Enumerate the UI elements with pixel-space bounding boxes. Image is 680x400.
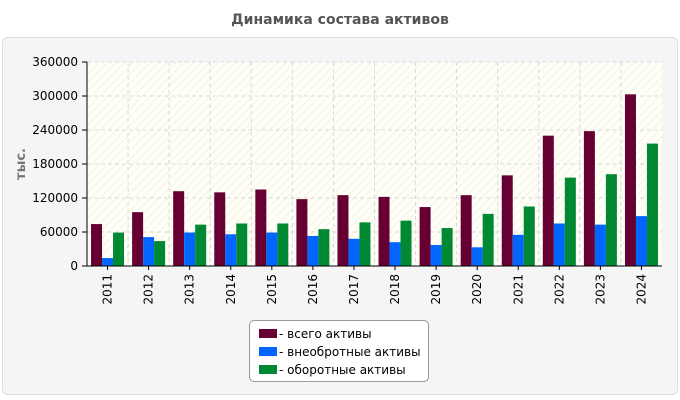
bar-2016-noncurrent: [307, 235, 319, 266]
x-tick-label: 2015: [265, 274, 279, 305]
bar-2023-noncurrent: [594, 224, 606, 266]
bar-2018-current: [400, 220, 412, 266]
y-tick-label: 360000: [32, 55, 78, 69]
bar-2011-total: [91, 224, 103, 266]
bar-2012-noncurrent: [143, 237, 155, 266]
bar-2020-noncurrent: [471, 247, 483, 266]
bar-2021-current: [523, 206, 535, 266]
bar-2015-noncurrent: [266, 232, 278, 266]
y-tick-label: 120000: [32, 191, 78, 205]
bar-2015-current: [277, 223, 289, 266]
legend-label-noncurrent: внеобротные активы: [287, 345, 421, 359]
bar-2011-current: [113, 232, 125, 266]
x-tick-label: 2021: [511, 274, 525, 305]
x-tick-label: 2019: [429, 274, 443, 305]
legend-swatch-total: [259, 329, 277, 338]
legend-label-current: оборотные активы: [287, 363, 406, 377]
bar-2023-current: [605, 174, 617, 266]
bar-2021-total: [501, 175, 513, 266]
legend-item-total[interactable]: - всего активы: [250, 325, 428, 343]
bars: [91, 94, 658, 266]
bar-2014-total: [214, 192, 226, 266]
bar-2017-current: [359, 222, 371, 266]
x-tick-label: 2024: [634, 274, 648, 305]
bar-2016-total: [296, 199, 308, 266]
bar-2014-noncurrent: [225, 234, 237, 266]
bar-2012-total: [132, 212, 144, 266]
bar-2020-current: [482, 213, 494, 266]
bar-2020-total: [460, 195, 472, 266]
x-tick-label: 2011: [101, 274, 115, 305]
bar-2021-noncurrent: [512, 234, 524, 266]
legend-swatch-noncurrent: [259, 347, 277, 356]
y-tick-label: 180000: [32, 157, 78, 171]
bar-2015-total: [255, 189, 267, 266]
bar-2013-total: [173, 191, 185, 266]
legend-swatch-current: [259, 365, 277, 374]
y-tick-label: 240000: [32, 123, 78, 137]
bar-2014-current: [236, 223, 248, 266]
bar-2011-noncurrent: [102, 258, 114, 266]
legend-label-total: всего активы: [287, 327, 372, 341]
x-tick-label: 2012: [142, 274, 156, 305]
x-tick-label: 2014: [224, 274, 238, 305]
y-tick-label: 300000: [32, 89, 78, 103]
x-tick-label: 2020: [470, 274, 484, 305]
bar-2019-current: [441, 228, 453, 266]
y-tick-label: 0: [70, 259, 78, 273]
legend-dash: -: [279, 345, 288, 359]
bar-2018-noncurrent: [389, 242, 401, 266]
bar-2019-total: [419, 207, 431, 266]
bar-2017-noncurrent: [348, 238, 360, 266]
bar-2019-noncurrent: [430, 245, 442, 266]
chart-title: Динамика состава активов: [231, 12, 449, 28]
legend-dash: -: [279, 327, 288, 341]
bar-2016-current: [318, 229, 330, 266]
bar-2024-noncurrent: [635, 216, 647, 266]
legend: - всего активы - внеобротные активы - об…: [249, 320, 429, 382]
bar-2022-total: [542, 135, 554, 266]
y-tick-label: 60000: [40, 225, 78, 239]
x-tick-label: 2018: [388, 274, 402, 305]
axes: 0 60000 120000 180000 240000 300000 360000 2011…: [32, 55, 662, 305]
legend-dash: -: [279, 363, 288, 377]
bar-2024-total: [624, 94, 636, 266]
bar-2012-current: [154, 241, 166, 266]
x-tick-label: 2013: [183, 274, 197, 305]
legend-item-noncurrent[interactable]: - внеобротные активы: [250, 343, 428, 361]
x-tick-label: 2023: [593, 274, 607, 305]
bar-2023-total: [583, 131, 595, 266]
bar-2022-current: [564, 177, 576, 266]
bar-2013-noncurrent: [184, 232, 196, 266]
bar-2013-current: [195, 224, 207, 266]
x-tick-label: 2016: [306, 274, 320, 305]
bar-2018-total: [378, 196, 390, 266]
x-tick-label: 2017: [347, 274, 361, 305]
bar-2024-current: [646, 143, 658, 266]
x-tick-label: 2022: [552, 274, 566, 305]
bar-2017-total: [337, 195, 349, 266]
legend-item-current[interactable]: - оборотные активы: [250, 361, 428, 379]
bar-2022-noncurrent: [553, 223, 565, 266]
y-axis-label: тыс.: [14, 148, 29, 180]
